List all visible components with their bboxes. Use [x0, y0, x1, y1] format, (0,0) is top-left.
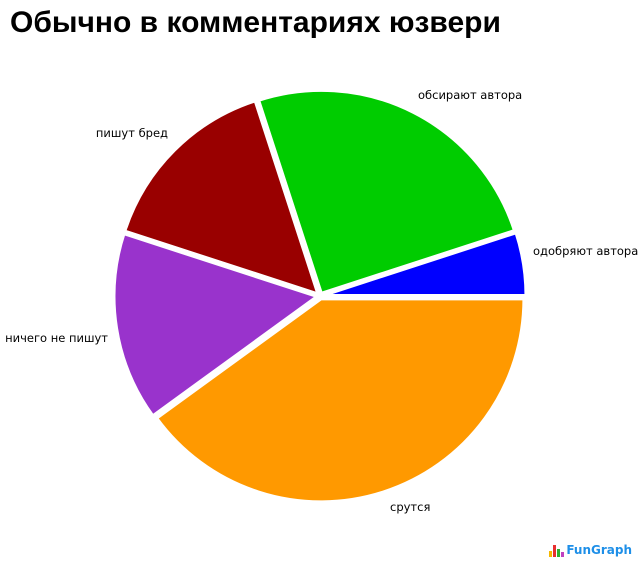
fungraph-logo: FunGraph: [549, 543, 632, 557]
slice-label: ничего не пишут: [5, 331, 108, 345]
pie-slice: [322, 230, 528, 298]
slice-label: обсирают автора: [418, 88, 522, 102]
chart-title: Обычно в комментариях юзвери: [10, 6, 501, 39]
bar-logo-icon: [549, 545, 565, 557]
pie-slice: [112, 231, 321, 418]
slice-label: срутся: [390, 500, 430, 514]
slice-label: одобряют автора: [533, 244, 638, 258]
pie-slice: [154, 297, 526, 504]
logo-text: FunGraph: [566, 543, 632, 557]
pie-slice: [122, 98, 321, 297]
pie-slice: [256, 88, 517, 296]
slice-label: пишут бред: [96, 126, 168, 140]
